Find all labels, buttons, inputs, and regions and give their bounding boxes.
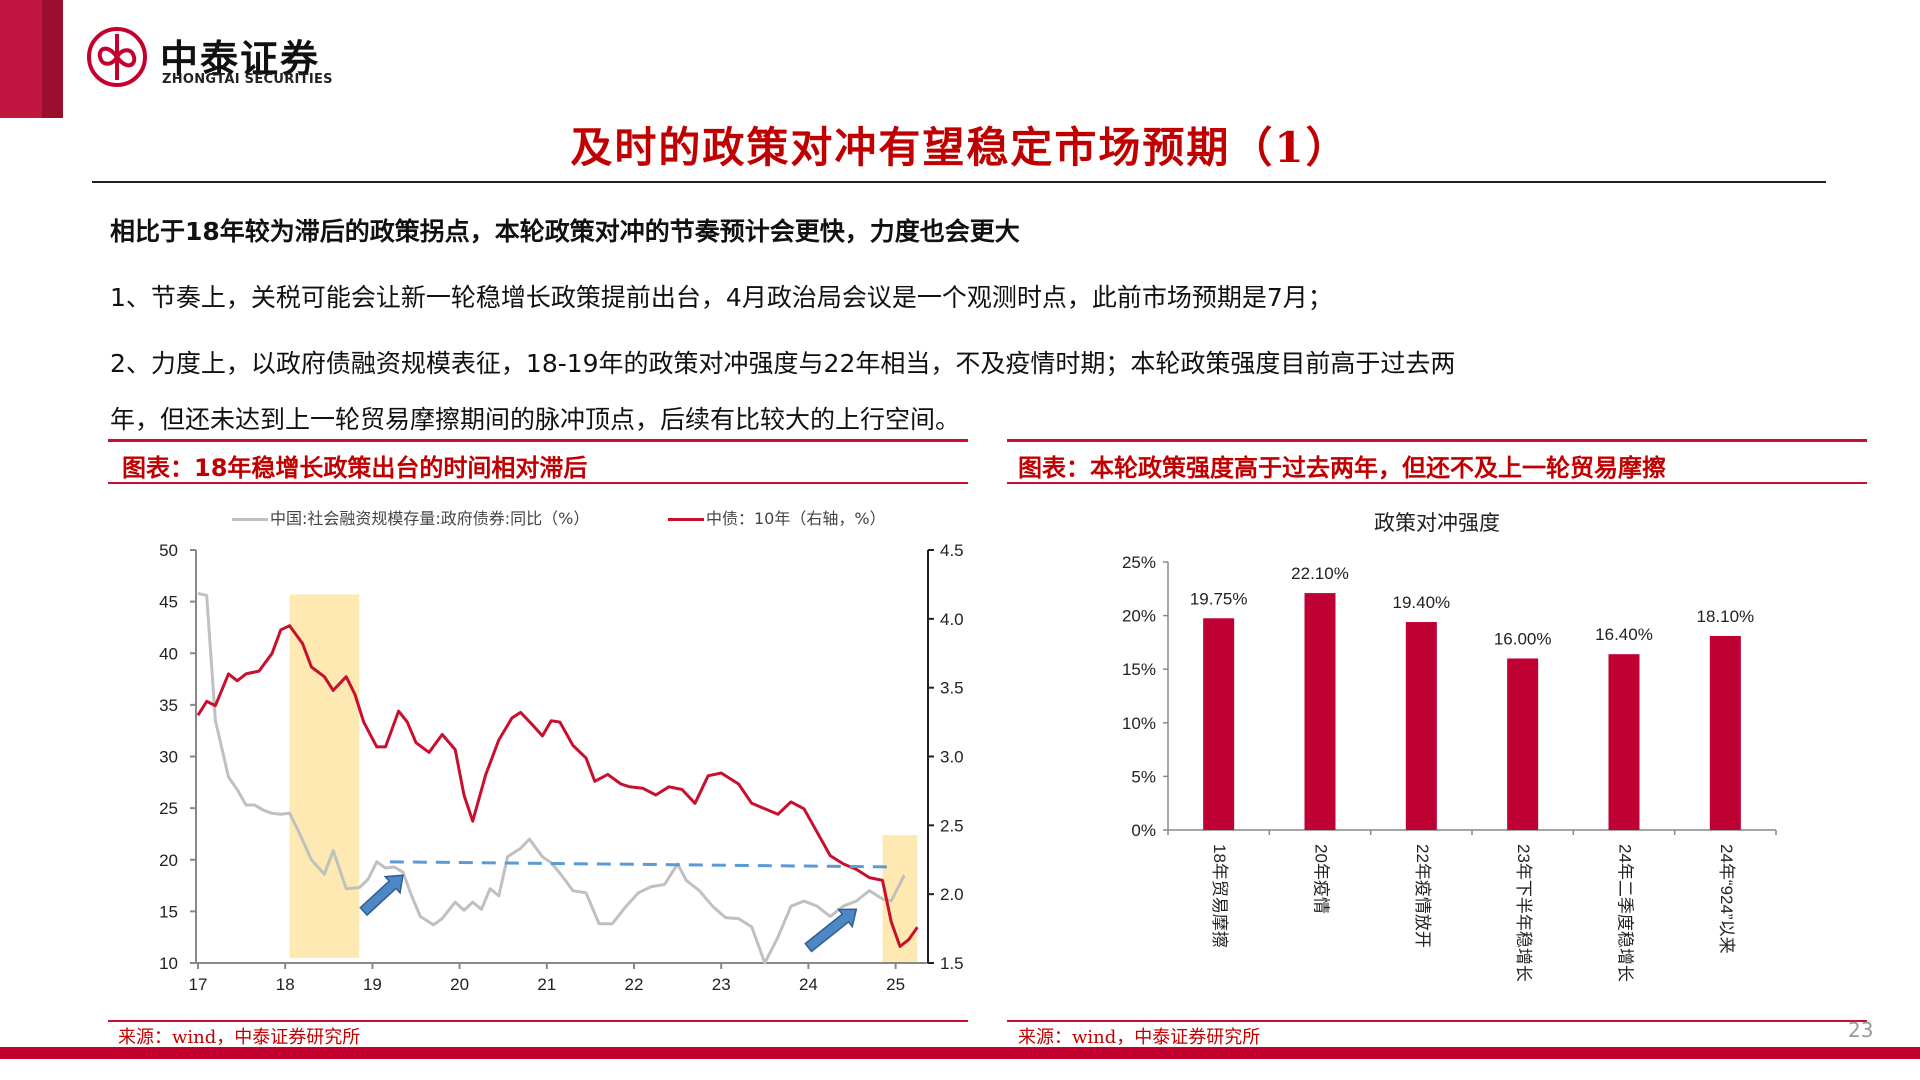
left-panel-top-rule	[108, 439, 968, 442]
svg-text:5%: 5%	[1131, 767, 1156, 786]
svg-text:45: 45	[159, 593, 178, 612]
right-panel-top-rule	[1007, 439, 1867, 442]
page-number: 23	[1848, 1018, 1874, 1042]
svg-text:40: 40	[159, 644, 178, 663]
up-arrow-icon	[804, 908, 858, 953]
bar-value-label: 16.40%	[1595, 625, 1653, 644]
title-divider	[92, 181, 1826, 183]
bar	[1507, 658, 1539, 830]
svg-text:30: 30	[159, 748, 178, 767]
right-panel-title: 图表：本轮政策强度高于过去两年，但还不及上一轮贸易摩擦	[1018, 454, 1666, 482]
svg-text:24: 24	[799, 975, 818, 994]
bar-value-label: 22.10%	[1291, 564, 1349, 583]
svg-text:3.5: 3.5	[940, 679, 964, 698]
svg-text:15%: 15%	[1122, 660, 1156, 679]
left-panel-bottom-rule	[108, 1020, 968, 1022]
point-1-text: 1、节奏上，关税可能会让新一轮稳增长政策提前出台，4月政治局会议是一个观测时点，…	[110, 283, 1333, 312]
page-title: 及时的政策对冲有望稳定市场预期（1）	[570, 123, 1350, 172]
brand-bar	[0, 0, 42, 118]
bar	[1405, 622, 1437, 830]
left-panel-source: 来源：wind，中泰证券研究所	[118, 1027, 361, 1048]
bar	[1709, 635, 1741, 830]
svg-text:25%: 25%	[1122, 553, 1156, 572]
svg-text:2.0: 2.0	[940, 885, 964, 904]
highlight-region	[289, 594, 360, 958]
left-panel-title: 图表：18年稳增长政策出台的时间相对滞后	[122, 454, 588, 482]
legend-swatch-red	[668, 518, 704, 521]
right-panel-title-rule	[1007, 482, 1867, 484]
svg-text:25: 25	[159, 799, 178, 818]
svg-text:20: 20	[159, 851, 178, 870]
legend-label: 中债：10年（右轴，%）	[706, 509, 886, 528]
bar-value-label: 18.10%	[1696, 607, 1754, 626]
bar	[1608, 654, 1640, 830]
bar-value-label: 19.40%	[1392, 593, 1450, 612]
up-arrow-icon	[359, 874, 404, 917]
right-panel-source: 来源：wind，中泰证券研究所	[1018, 1027, 1261, 1048]
svg-text:23: 23	[712, 975, 731, 994]
reference-dashed-line	[389, 860, 896, 869]
svg-text:10%: 10%	[1122, 714, 1156, 733]
legend-item-cgb-10y: 中债：10年（右轴，%）	[668, 505, 886, 529]
svg-text:4.5: 4.5	[940, 541, 964, 560]
category-label: 24年“924”以来	[1717, 844, 1736, 954]
svg-text:2.5: 2.5	[940, 816, 964, 835]
svg-text:50: 50	[159, 541, 178, 560]
category-label: 23年下半年稳增长	[1514, 844, 1533, 982]
brand-bar-dark	[42, 0, 63, 118]
svg-text:3.0: 3.0	[940, 748, 964, 767]
svg-text:18: 18	[276, 975, 295, 994]
bar-chart-title: 政策对冲强度	[1374, 511, 1500, 535]
legend-label: 中国:社会融资规模存量:政府债券:同比（%）	[270, 509, 590, 528]
bar-value-label: 19.75%	[1190, 589, 1248, 608]
category-label: 20年疫情	[1312, 844, 1331, 914]
svg-text:4.0: 4.0	[940, 610, 964, 629]
svg-text:15: 15	[159, 902, 178, 921]
left-panel-title-rule	[108, 482, 968, 484]
svg-text:0%: 0%	[1131, 821, 1156, 840]
series-cgb-10y-line	[196, 624, 919, 948]
brand-name-cn: 中泰证券	[160, 37, 321, 81]
point-2-text-line-2: 年，但还未达到上一轮贸易摩擦期间的脉冲顶点，后续有比较大的上行空间。	[110, 405, 961, 434]
legend-item-gov-bond-yoy: 中国:社会融资规模存量:政府债券:同比（%）	[232, 505, 589, 529]
svg-text:20: 20	[450, 975, 469, 994]
bar-value-label: 16.00%	[1494, 629, 1552, 648]
zhongtai-logo-icon	[87, 27, 147, 87]
category-label: 18年贸易摩擦	[1210, 844, 1229, 948]
bar	[1203, 618, 1235, 830]
series-gov-bond-yoy-line	[197, 591, 906, 965]
svg-text:21: 21	[537, 975, 556, 994]
bar	[1304, 593, 1336, 830]
svg-text:19: 19	[363, 975, 382, 994]
svg-text:22: 22	[625, 975, 644, 994]
svg-text:35: 35	[159, 696, 178, 715]
legend-swatch-gray	[232, 518, 268, 521]
svg-text:1.5: 1.5	[940, 954, 964, 973]
right-panel-bottom-rule	[1007, 1020, 1867, 1022]
brand-name-en: ZHONGTAI SECURITIES	[162, 72, 333, 87]
svg-text:25: 25	[886, 975, 905, 994]
category-label: 22年疫情放开	[1413, 844, 1432, 948]
svg-text:17: 17	[189, 975, 208, 994]
footer-band	[0, 1047, 1920, 1059]
point-2-text-line-1: 2、力度上，以政府债融资规模表征，18-19年的政策对冲强度与22年相当，不及疫…	[110, 349, 1456, 378]
svg-text:20%: 20%	[1122, 607, 1156, 626]
category-label: 24年二季度稳增长	[1616, 844, 1635, 982]
svg-text:10: 10	[159, 954, 178, 973]
lead-text: 相比于18年较为滞后的政策拐点，本轮政策对冲的节奏预计会更快，力度也会更大	[110, 217, 1020, 246]
